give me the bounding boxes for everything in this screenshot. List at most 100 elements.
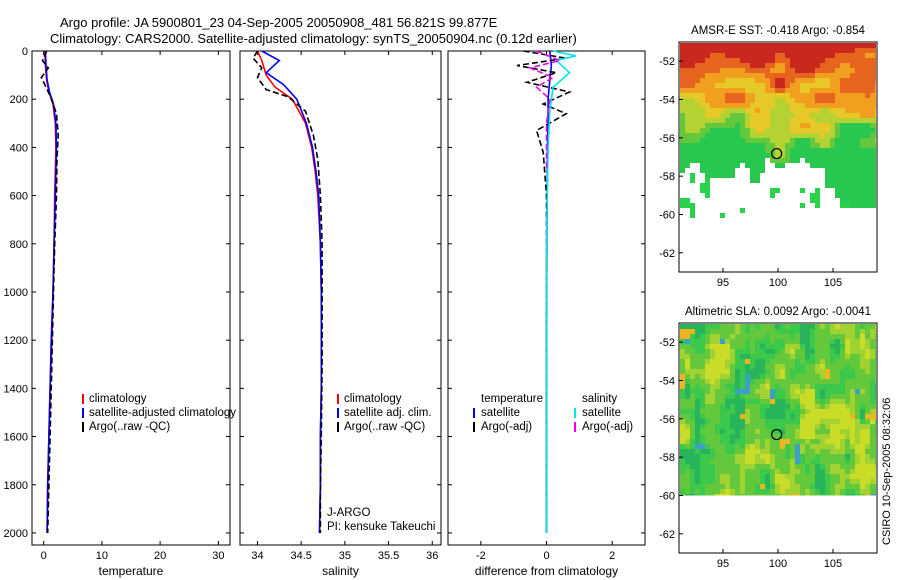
heatmap-cell xyxy=(755,409,760,414)
heatmap-cell xyxy=(750,324,755,329)
heatmap-cell xyxy=(735,449,740,454)
heatmap-cell xyxy=(755,374,760,379)
heatmap-cell xyxy=(680,158,685,163)
heatmap-cell xyxy=(845,148,850,153)
heatmap-cell xyxy=(830,43,835,48)
heatmap-cell xyxy=(765,389,770,394)
heatmap-cell xyxy=(805,454,810,459)
heatmap-cell xyxy=(840,369,845,374)
heatmap-cell xyxy=(705,158,710,163)
heatmap-cell xyxy=(765,329,770,334)
heatmap-cell xyxy=(790,113,795,118)
heatmap-cell xyxy=(830,459,835,464)
heatmap-cell xyxy=(835,379,840,384)
heatmap-cell xyxy=(825,424,830,429)
heatmap-cell xyxy=(680,58,685,63)
heatmap-cell xyxy=(700,78,705,83)
heatmap-cell xyxy=(725,394,730,399)
heatmap-cell xyxy=(795,158,800,163)
heatmap-cell xyxy=(745,389,750,394)
heatmap-cell xyxy=(735,93,740,98)
heatmap-cell xyxy=(860,178,865,183)
heatmap-cell xyxy=(810,399,815,404)
heatmap-cell xyxy=(730,58,735,63)
heatmap-cell xyxy=(735,83,740,88)
heatmap-cell xyxy=(725,58,730,63)
heatmap-cell xyxy=(850,454,855,459)
heatmap-cell xyxy=(790,469,795,474)
heatmap-cell xyxy=(720,168,725,173)
heatmap-cell xyxy=(730,68,735,73)
heatmap-cell xyxy=(830,414,835,419)
heatmap-cell xyxy=(850,153,855,158)
heatmap-cell xyxy=(750,364,755,369)
heatmap-cell xyxy=(715,374,720,379)
heatmap-cell xyxy=(750,58,755,63)
heatmap-cell xyxy=(850,178,855,183)
heatmap-cell xyxy=(730,63,735,68)
heatmap-cell xyxy=(690,133,695,138)
heatmap-cell xyxy=(690,479,695,484)
heatmap-cell xyxy=(680,48,685,53)
heatmap-cell xyxy=(745,123,750,128)
plot-frame xyxy=(31,50,231,546)
heatmap-cell xyxy=(850,158,855,163)
heatmap-cell xyxy=(705,379,710,384)
heatmap-cell xyxy=(710,329,715,334)
heatmap-cell xyxy=(805,474,810,479)
heatmap-cell xyxy=(805,384,810,389)
heatmap-cell xyxy=(775,58,780,63)
heatmap-cell xyxy=(710,63,715,68)
heatmap-cell xyxy=(775,384,780,389)
heatmap-cell xyxy=(860,43,865,48)
heatmap-cell xyxy=(850,118,855,123)
heatmap-cell xyxy=(705,193,710,198)
heatmap-cell xyxy=(700,138,705,143)
heatmap-cell xyxy=(815,409,820,414)
heatmap-cell xyxy=(850,384,855,389)
heatmap-cell xyxy=(835,354,840,359)
heatmap-cell xyxy=(875,73,876,78)
heatmap-cell xyxy=(835,334,840,339)
heatmap-cell xyxy=(860,128,865,133)
x-tick-label: 34 xyxy=(251,550,263,562)
heatmap-cell xyxy=(735,334,740,339)
heatmap-cell xyxy=(860,158,865,163)
heatmap-cell xyxy=(760,88,765,93)
heatmap-cell xyxy=(790,344,795,349)
heatmap-cell xyxy=(825,354,830,359)
heatmap-cell xyxy=(725,63,730,68)
heatmap-cell xyxy=(750,153,755,158)
heatmap-cell xyxy=(760,53,765,58)
heatmap-cell xyxy=(685,389,690,394)
heatmap-cell xyxy=(840,58,845,63)
heatmap-cell xyxy=(725,359,730,364)
heatmap-cell xyxy=(735,153,740,158)
heatmap-cell xyxy=(820,68,825,73)
heatmap-cell xyxy=(790,444,795,449)
heatmap-cell xyxy=(730,484,735,489)
heatmap-cell xyxy=(755,88,760,93)
heatmap-cell xyxy=(775,484,780,489)
heatmap-cell xyxy=(710,384,715,389)
heatmap-cell xyxy=(700,374,705,379)
heatmap-cell xyxy=(820,98,825,103)
heatmap-cell xyxy=(705,78,710,83)
heatmap-cell xyxy=(810,118,815,123)
heatmap-cell xyxy=(765,369,770,374)
heatmap-cell xyxy=(815,389,820,394)
heatmap-cell xyxy=(745,469,750,474)
heatmap-cell xyxy=(700,183,705,188)
heatmap-cell xyxy=(785,359,790,364)
heatmap-cell xyxy=(820,369,825,374)
heatmap-cell xyxy=(765,103,770,108)
heatmap-cell xyxy=(855,344,860,349)
heatmap-cell xyxy=(715,364,720,369)
heatmap-cell xyxy=(750,93,755,98)
heatmap-cell xyxy=(710,98,715,103)
heatmap-cell xyxy=(750,469,755,474)
heatmap-cell xyxy=(795,98,800,103)
heatmap-cell xyxy=(685,58,690,63)
heatmap-cell xyxy=(725,439,730,444)
heatmap-cell xyxy=(690,334,695,339)
